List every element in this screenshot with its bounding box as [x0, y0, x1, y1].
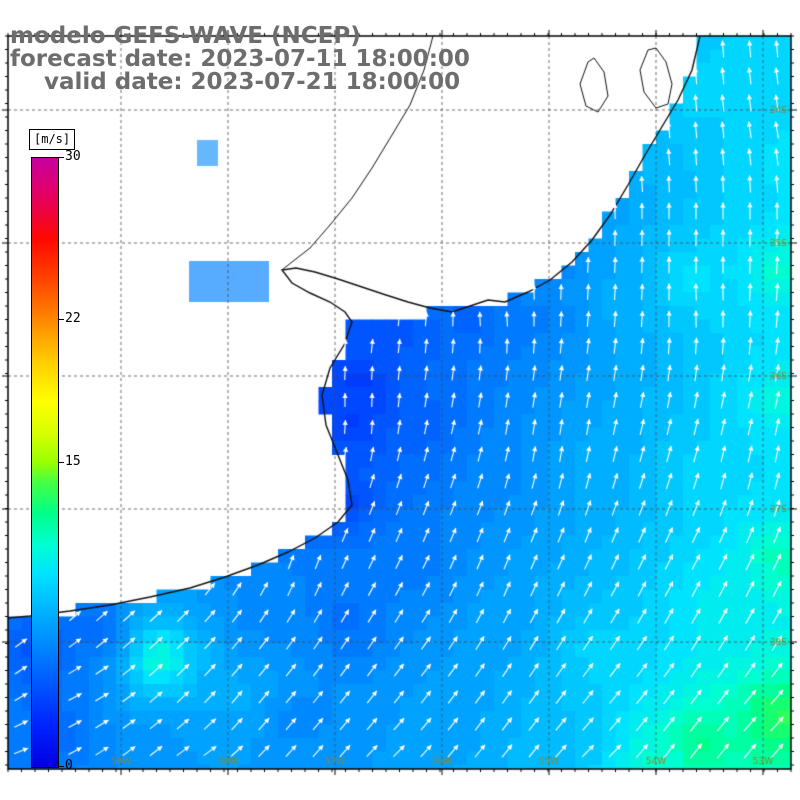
colorbar-tick-label: 15 — [65, 453, 81, 469]
model-title: modelo GEFS-WAVE (NCEP) — [10, 23, 361, 49]
colorbar-tick-mark — [58, 461, 64, 463]
forecast-date-line: forecast date: 2023-07-11 18:00:00 — [10, 46, 470, 72]
colorbar-unit-label: [m/s] — [29, 129, 76, 150]
colorbar-tick-mark — [58, 319, 64, 321]
colorbar-tick-label: 0 — [65, 758, 73, 773]
map-title-block: modelo GEFS-WAVE (NCEP) forecast date: 2… — [10, 25, 470, 94]
colorbar-tick-mark — [58, 157, 64, 158]
colorbar-tick-mark — [58, 766, 64, 767]
valid-date-line: valid date: 2023-07-21 18:00:00 — [44, 69, 461, 95]
colorbar-tick-label: 22 — [65, 311, 81, 327]
colorbar — [31, 157, 59, 768]
colorbar-tick-label: 30 — [65, 149, 81, 164]
